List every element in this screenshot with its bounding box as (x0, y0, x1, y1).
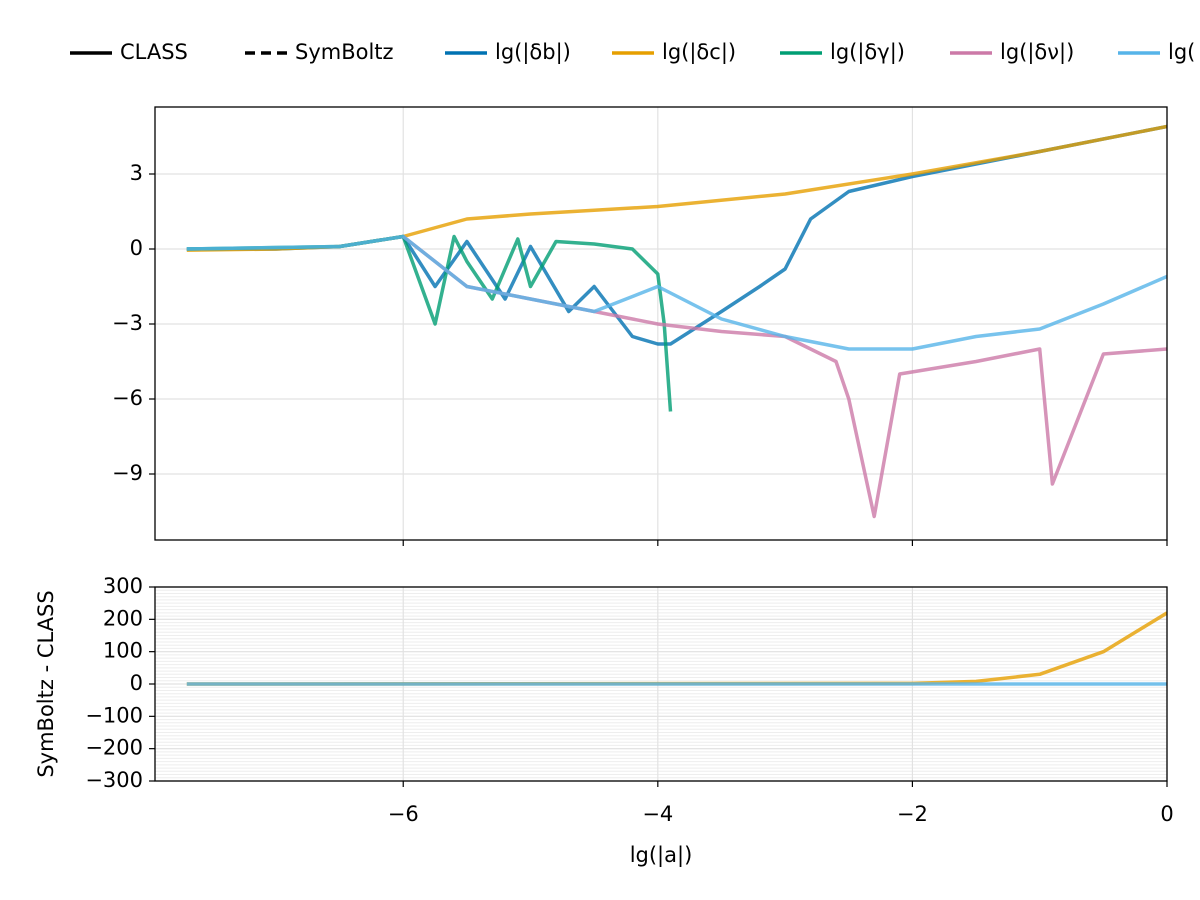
x-tick-label: −6 (388, 802, 419, 826)
y-tick-label: −100 (85, 703, 143, 727)
y-tick-label: −300 (85, 768, 143, 792)
plot-frame (154, 586, 1168, 782)
y-tick-label: 0 (130, 236, 143, 260)
legend-label: CLASS (120, 40, 188, 64)
series-line (186, 124, 1167, 253)
y-tick-label: 300 (103, 574, 143, 598)
y-tick-label: 100 (103, 639, 143, 663)
legend-label: lg(|δb|) (495, 40, 571, 65)
series-line (186, 234, 1167, 351)
y-tick-label: −200 (85, 736, 143, 760)
y-tick-label: −6 (112, 386, 143, 410)
x-tick-label: −2 (897, 802, 928, 826)
legend-label: lg(|δγ|) (830, 40, 905, 65)
plot-frame (154, 106, 1168, 541)
legend-label: SymBoltz (295, 40, 394, 64)
x-tick-label: −4 (642, 802, 673, 826)
series-line (186, 124, 1167, 346)
y-tick-label: 0 (130, 671, 143, 695)
y-axis-label: SymBoltz - CLASS (34, 590, 58, 777)
y-tick-label: −3 (112, 311, 143, 335)
x-tick-label: 0 (1160, 802, 1173, 826)
plot-lines (186, 124, 1167, 519)
series-line (186, 234, 673, 412)
x-axis-label: lg(|a|) (630, 843, 693, 868)
y-tick-label: −9 (112, 461, 143, 485)
y-tick-label: 200 (103, 606, 143, 630)
y-tick-label: 3 (130, 161, 143, 185)
legend-label: lg(|δν|) (1000, 40, 1074, 65)
plot-lines (186, 611, 1167, 686)
legend-label: lg( (1168, 40, 1195, 64)
legend-label: lg(|δc|) (662, 40, 736, 65)
